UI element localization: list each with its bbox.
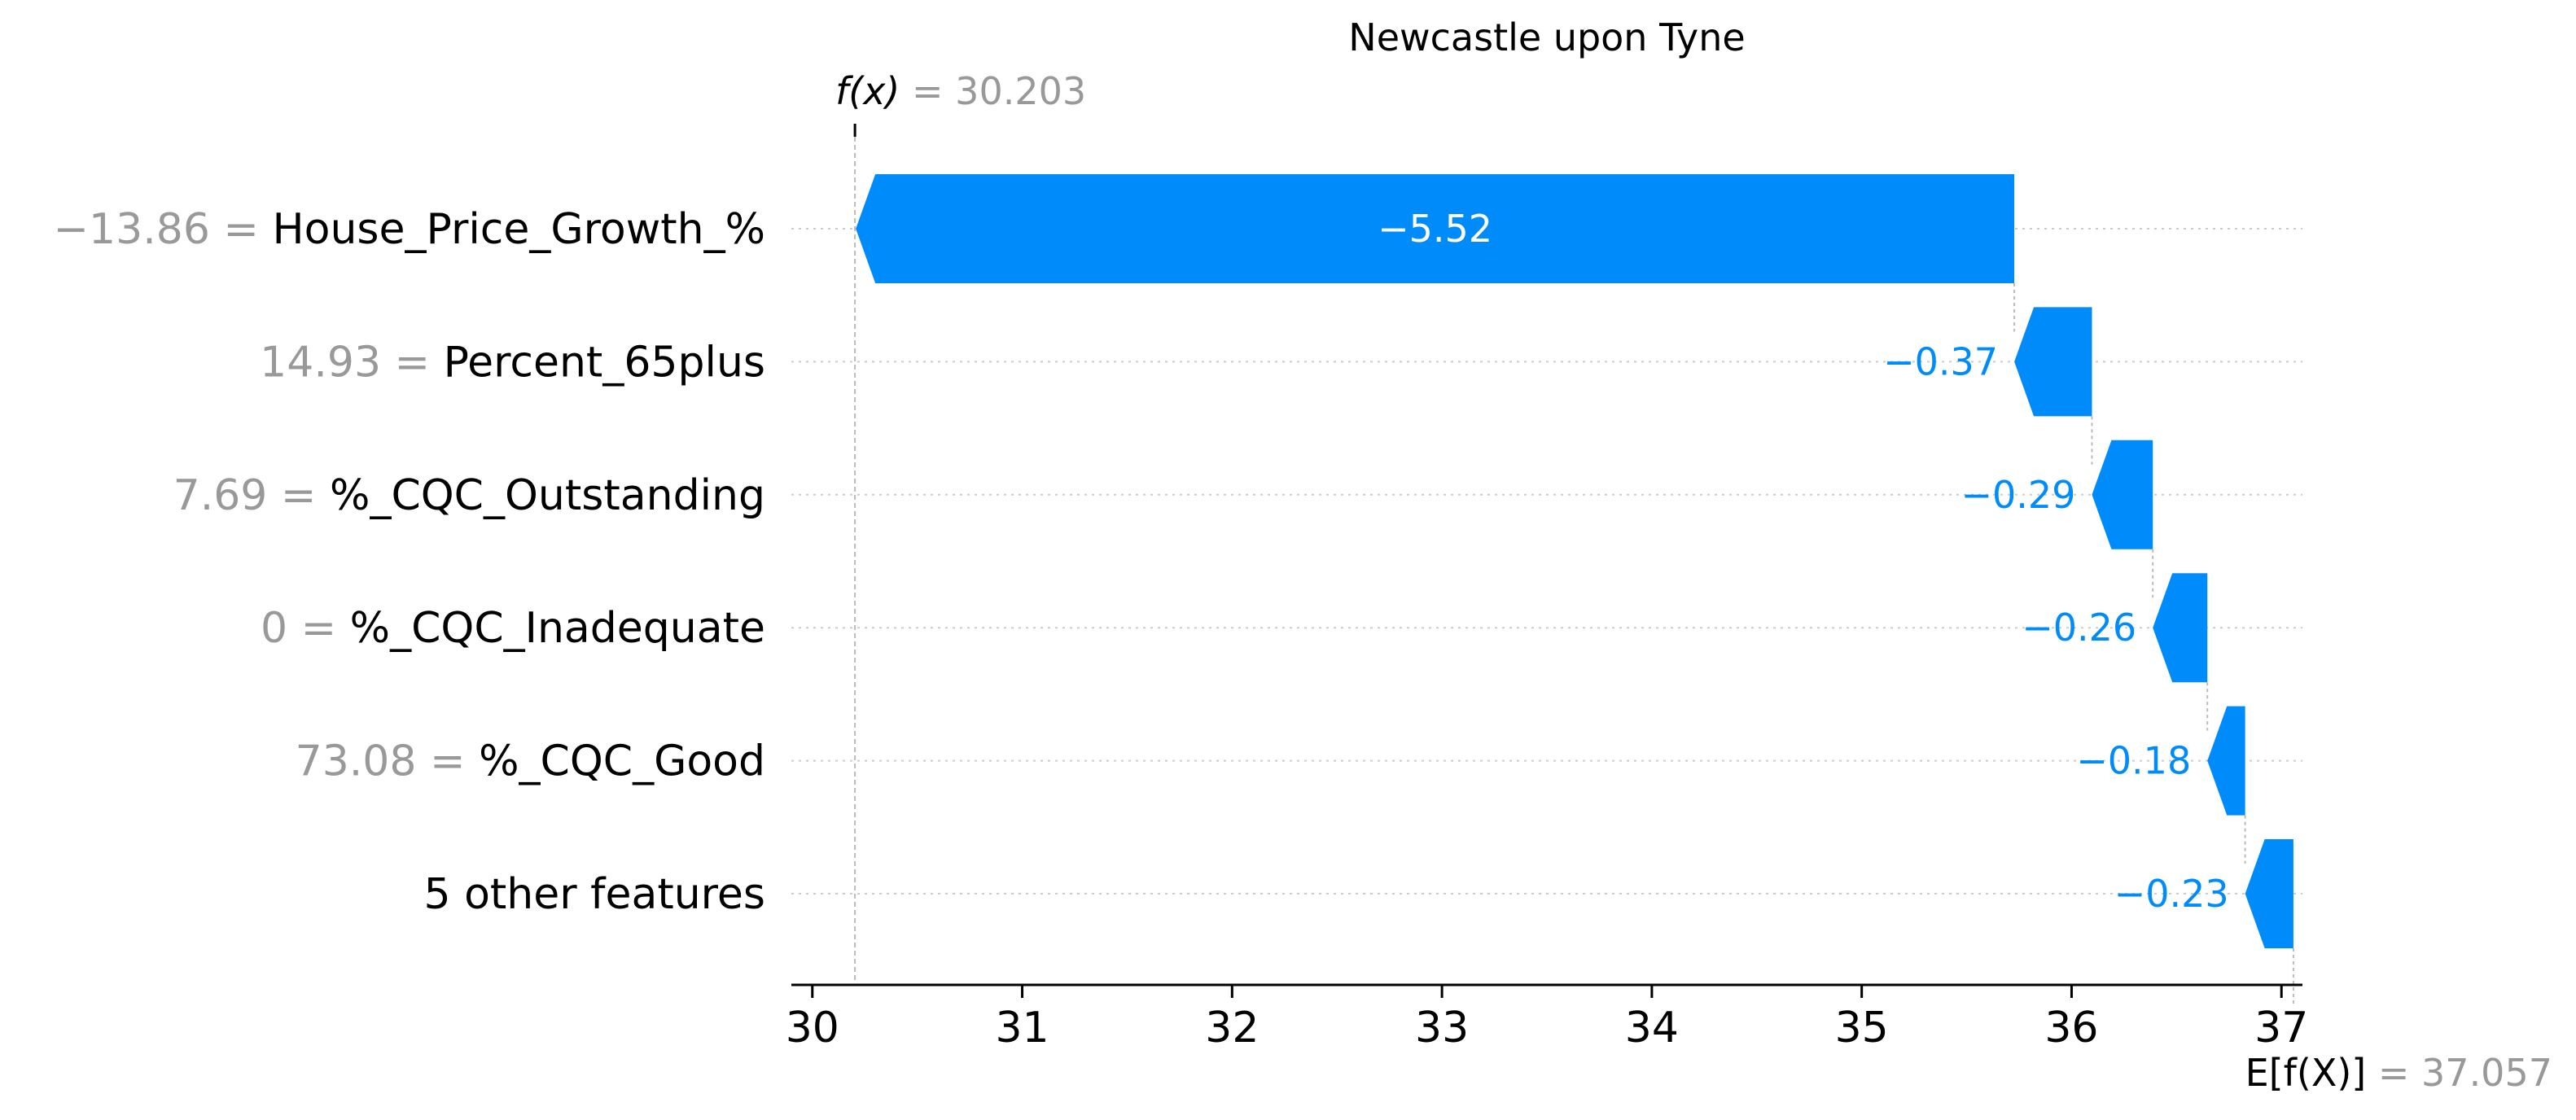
feature-label: 7.69 = %_CQC_Outstanding — [173, 471, 765, 520]
fx-equals: = — [900, 69, 955, 113]
feature-label: 73.08 = %_CQC_Good — [296, 737, 765, 786]
feature-name: 5 other features — [423, 870, 765, 919]
x-tick-label: 36 — [2044, 1004, 2098, 1052]
x-tick-label: 31 — [995, 1004, 1049, 1052]
x-tick-label: 33 — [1415, 1004, 1469, 1052]
feature-name: Percent_65plus — [444, 338, 765, 387]
fx-symbol: f(x) — [835, 69, 900, 113]
fx-annotation: f(x) = 30.203 — [835, 69, 1086, 137]
feature-value: 73.08 = — [296, 737, 480, 786]
chart-title: Newcastle upon Tyne — [1348, 15, 1745, 59]
ex-equals: = — [2366, 1051, 2421, 1095]
shap-value-label: −0.26 — [2022, 606, 2136, 650]
shap-value-label: −0.23 — [2114, 872, 2229, 916]
shap-value-label: −5.52 — [1378, 207, 1492, 251]
shap-bar — [2153, 573, 2208, 683]
x-tick-label: 32 — [1205, 1004, 1259, 1052]
feature-label: −13.86 = House_Price_Growth_% — [53, 205, 765, 254]
x-axis-ticks: 30 31 32 33 34 35 36 37 — [786, 985, 2308, 1052]
x-tick-label: 34 — [1625, 1004, 1679, 1052]
feature-name: %_CQC_Inadequate — [350, 604, 765, 653]
fx-value: 30.203 — [955, 69, 1086, 113]
shap-bar — [2207, 706, 2245, 816]
shap-bar — [2014, 307, 2092, 417]
feature-label: 5 other features — [423, 870, 765, 919]
x-tick-label: 37 — [2254, 1004, 2308, 1052]
shap-value-label: −0.29 — [1960, 473, 2075, 517]
fx-label: f(x) = 30.203 — [835, 69, 1086, 113]
feature-value: 0 = — [261, 604, 350, 653]
ex-value: 37.057 — [2421, 1051, 2552, 1095]
shap-bar — [856, 174, 2015, 283]
feature-name: %_CQC_Good — [479, 737, 765, 786]
x-tick-label: 35 — [1835, 1004, 1889, 1052]
plot-area: −5.52 −13.86 = House_Price_Growth_% −0.37 1… — [53, 137, 2302, 1004]
feature-value: −13.86 = — [53, 205, 272, 254]
shap-bar — [2245, 839, 2293, 948]
feature-label: 14.93 = Percent_65plus — [260, 338, 765, 387]
shap-bar — [2092, 440, 2153, 549]
feature-label: 0 = %_CQC_Inadequate — [261, 604, 765, 653]
feature-value: 14.93 = — [260, 338, 444, 387]
feature-name: House_Price_Growth_% — [273, 205, 765, 254]
x-tick-label: 30 — [786, 1004, 839, 1052]
shap-value-label: −0.37 — [1883, 339, 1998, 383]
shap-value-label: −0.18 — [2076, 739, 2191, 783]
feature-name: %_CQC_Outstanding — [330, 471, 765, 520]
x-axis: 30 31 32 33 34 35 36 37 — [786, 983, 2308, 1052]
ex-label: E[f(X)] = 37.057 — [2245, 1051, 2552, 1095]
feature-value: 7.69 = — [173, 471, 330, 520]
ex-symbol: E[f(X)] — [2245, 1051, 2367, 1095]
